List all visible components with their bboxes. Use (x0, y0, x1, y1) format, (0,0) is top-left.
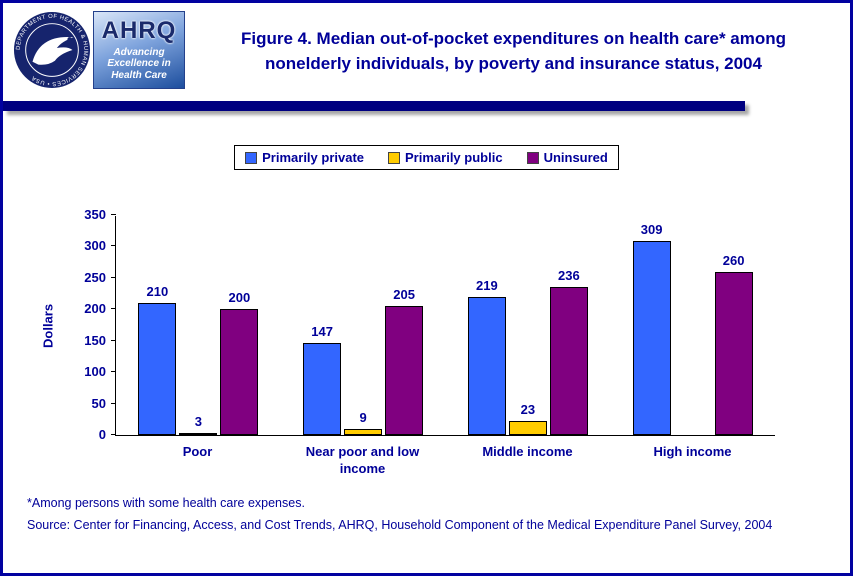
y-tick-mark-100 (111, 371, 116, 373)
bar-slot-uninsured-high-income: 260 (714, 253, 753, 435)
header: DEPARTMENT OF HEALTH & HUMAN SERVICES • … (3, 3, 850, 89)
bar-group-high-income: 309 260 (610, 216, 775, 435)
y-tick-mark-200 (111, 308, 116, 310)
bar-value-primarily-private-high-income: 309 (640, 222, 663, 237)
x-axis-label-poor: Poor (115, 444, 280, 478)
bar-primarily-public-poor: 3 (179, 414, 218, 435)
y-tick-mark-50 (111, 402, 116, 404)
bar-value-primarily-private-middle-income: 219 (476, 278, 498, 293)
bar-primarily-private-poor: 210 (138, 284, 177, 435)
legend-item-uninsured: Uninsured (526, 150, 608, 165)
bar-primarily-public-middle-income: 23 (508, 402, 547, 435)
ahrq-tagline-line1: Advancing (113, 46, 165, 58)
legend-item-primarily-public: Primarily public (388, 150, 503, 165)
x-axis-label-near-poor-and-low-income: Near poor and low income (280, 444, 445, 478)
legend-swatch-uninsured (526, 151, 539, 164)
x-axis-label-middle-income: Middle income (445, 444, 610, 478)
footnotes: *Among persons with some health care exp… (27, 496, 850, 532)
legend-label-primarily-private: Primarily private (262, 150, 365, 165)
y-tick-label-300: 300 (84, 238, 106, 254)
bar-slot-primarily-private-middle-income: 219 (467, 278, 506, 435)
chart-legend: Primarily private Primarily public Uninsur… (234, 145, 619, 170)
y-tick-label-200: 200 (84, 301, 106, 317)
bar-value-primarily-public-near-poor-and-low-income: 9 (359, 410, 367, 425)
ahrq-logo-name: AHRQ (101, 16, 177, 44)
y-tick-label-250: 250 (84, 269, 106, 285)
logo-group: DEPARTMENT OF HEALTH & HUMAN SERVICES • … (13, 11, 185, 89)
bar-value-primarily-public-poor: 3 (194, 414, 202, 429)
header-divider-bar (3, 101, 745, 111)
x-axis-label-text-high-income: High income (653, 444, 732, 459)
bar-slot-primarily-public-poor: 3 (179, 414, 218, 435)
y-tick-mark-0 (111, 434, 116, 435)
y-tick-label-350: 350 (84, 207, 106, 222)
bar-value-primarily-private-near-poor-and-low-income: 147 (311, 324, 333, 339)
y-tick-label-0: 0 (98, 427, 106, 442)
bar-slot-primarily-private-near-poor-and-low-income: 147 (303, 324, 342, 435)
bar-value-primarily-private-poor: 210 (146, 284, 169, 299)
legend-label-uninsured: Uninsured (543, 150, 608, 165)
y-tick-label-150: 150 (84, 332, 106, 348)
bar-uninsured-near-poor-and-low-income: 205 (385, 287, 424, 435)
x-axis-label-text-middle-income: Middle income (482, 444, 573, 459)
ahrq-logo: AHRQ Advancing Excellence in Health Care (93, 11, 185, 89)
y-tick-mark-350 (111, 214, 116, 215)
plot-column: 0 50 100 150 200 250 300 350 210 3 200 147 9 205 219 23… (84, 207, 775, 478)
legend-label-primarily-public: Primarily public (405, 150, 503, 165)
legend-swatch-primarily-private (245, 151, 258, 164)
bar-slot-primarily-public-middle-income: 23 (508, 402, 547, 435)
bar-slot-primarily-public-near-poor-and-low-income: 9 (344, 410, 383, 435)
y-tick-mark-250 (111, 276, 116, 278)
y-tick-mark-300 (111, 245, 116, 247)
ahrq-logo-tagline: Advancing Excellence in Health Care (107, 47, 170, 82)
bar-value-uninsured-near-poor-and-low-income: 205 (393, 287, 415, 302)
x-axis-label-text-poor: Poor (182, 444, 213, 459)
legend-item-primarily-private: Primarily private (245, 150, 364, 165)
figure-title-line2: nonelderly individuals, by poverty and i… (265, 53, 762, 73)
bar-slot-primarily-private-high-income: 309 (632, 222, 671, 435)
figure-title-line1: Figure 4. Median out-of-pocket expenditu… (240, 29, 787, 48)
bar-group-near-poor-and-low-income: 147 9 205 (281, 216, 446, 435)
bar-value-uninsured-middle-income: 236 (558, 268, 580, 283)
y-tick-label-50: 50 (91, 395, 106, 411)
plot-area: 0 50 100 150 200 250 300 350 210 3 200 147 9 205 219 23… (84, 207, 775, 442)
ahrq-tagline-line2: Excellence in (107, 58, 171, 70)
figure-title: Figure 4. Median out-of-pocket expenditu… (185, 11, 836, 76)
bar-chart: Dollars 0 50 100 150 200 250 300 350 210 3 200 147 9… (39, 207, 850, 478)
footnote-asterisk: *Among persons with some health care exp… (27, 495, 305, 510)
bar-value-primarily-public-middle-income: 23 (520, 402, 536, 417)
y-tick-mark-150 (111, 339, 116, 341)
bar-group-middle-income: 219 23 236 (446, 216, 611, 435)
bar-uninsured-middle-income: 236 (549, 268, 588, 435)
y-axis-title: Dollars (40, 303, 56, 349)
bar-slot-uninsured-near-poor-and-low-income: 205 (385, 287, 424, 435)
y-tick-label-100: 100 (84, 364, 106, 380)
x-axis-label-text-near-poor-and-low-income: Near poor and low income (305, 444, 420, 476)
legend-swatch-primarily-public (388, 151, 401, 164)
bar-uninsured-poor: 200 (220, 290, 259, 435)
bar-value-uninsured-high-income: 260 (722, 253, 745, 268)
bar-group-poor: 210 3 200 (116, 216, 281, 435)
bar-slot-uninsured-poor: 200 (220, 290, 259, 435)
bar-primarily-public-near-poor-and-low-income: 9 (344, 410, 383, 435)
x-axis-label-high-income: High income (610, 444, 775, 478)
bar-primarily-private-near-poor-and-low-income: 147 (303, 324, 342, 435)
footnote-source: Source: Center for Financing, Access, an… (27, 517, 773, 532)
bar-primarily-private-high-income: 309 (632, 222, 671, 435)
bar-primarily-private-middle-income: 219 (467, 278, 506, 435)
x-axis-labels: Poor Near poor and low income Middle incom… (115, 444, 775, 478)
hhs-seal-logo: DEPARTMENT OF HEALTH & HUMAN SERVICES • … (13, 11, 91, 89)
bar-slot-primarily-private-poor: 210 (138, 284, 177, 435)
bar-value-uninsured-poor: 200 (228, 290, 251, 305)
ahrq-tagline-line3: Health Care (111, 69, 167, 81)
bar-slot-uninsured-middle-income: 236 (549, 268, 588, 435)
bar-uninsured-high-income: 260 (714, 253, 753, 435)
